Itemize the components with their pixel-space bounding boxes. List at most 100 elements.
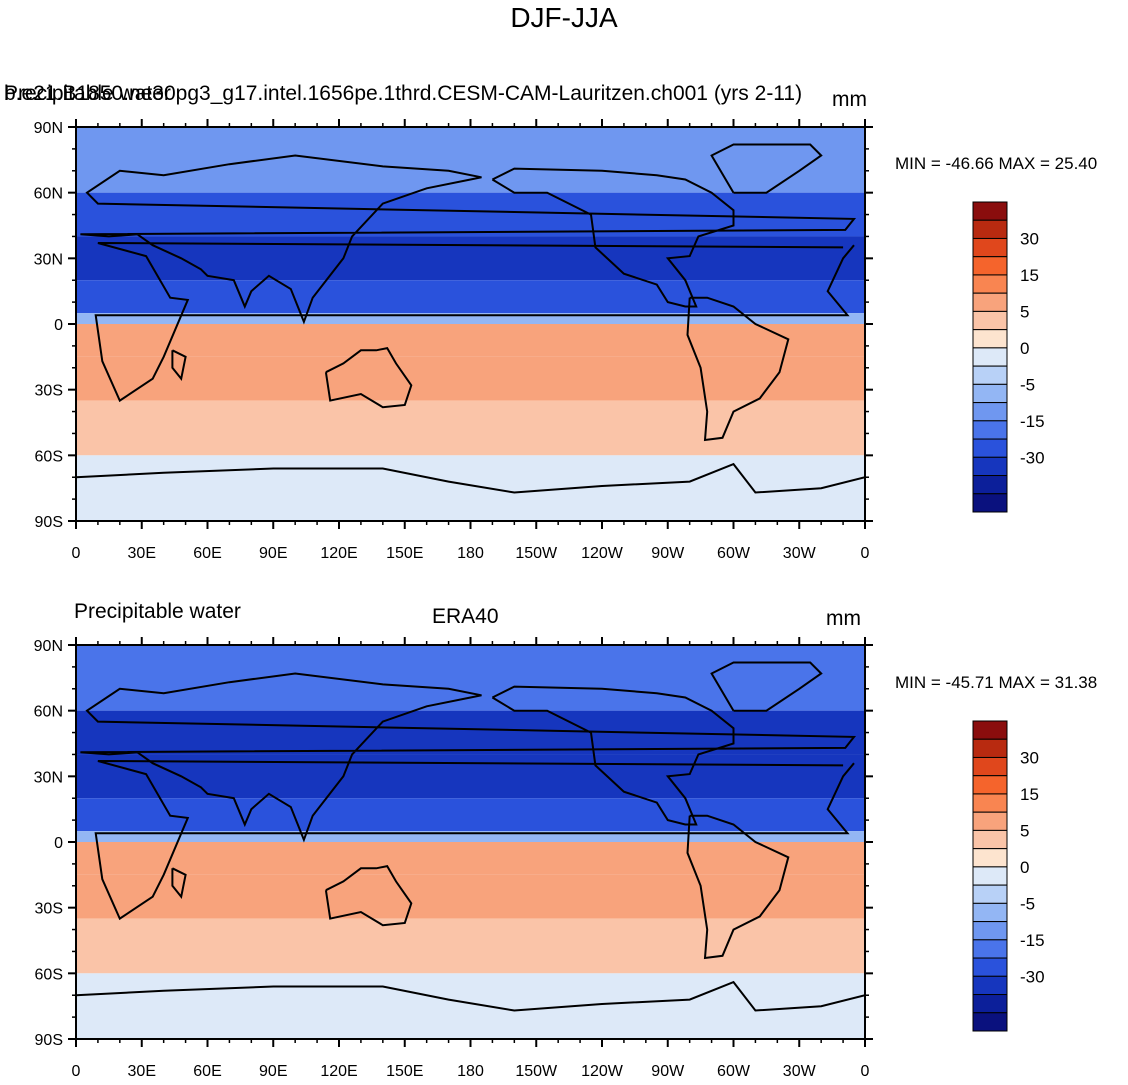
panel1-colorbar-box (972, 383, 1008, 404)
panel1-colorbar-box (972, 310, 1008, 331)
panel2-units: mm (826, 607, 861, 630)
panel2-coastline-7 (76, 980, 865, 1012)
panel2-x-tick-label: 60W (717, 1063, 751, 1080)
panel2-x-tick-label: 90W (651, 1063, 685, 1080)
panel2-colorbar-box (972, 848, 1008, 868)
panel1-coastline-4 (324, 346, 413, 409)
panel2-x-tick-label: 150W (515, 1063, 558, 1080)
panel2-colorbar-box (972, 738, 1008, 758)
panel1-min-max: MIN = -46.66 MAX = 25.40 (895, 154, 1098, 173)
panel2-colorbar-box (972, 884, 1008, 904)
panel1-band-7 (76, 400, 865, 456)
figure-title: DJF-JJA (510, 2, 618, 33)
panel2-band-5 (76, 842, 865, 875)
panel1-y-tick-label: 30S (35, 383, 63, 400)
panel1-colorbar-box (972, 493, 1008, 513)
panel1-x-tick-label: 0 (861, 545, 870, 562)
panel2-colorbar-box (972, 902, 1008, 923)
panel2-colorbar-label: 5 (1020, 821, 1029, 840)
panel1-center-title: b.e21.B1850.ne30pg3_g17.intel.1656pe.1th… (4, 82, 803, 105)
panel2-band-3 (76, 798, 865, 832)
panel1-map: 0 30E 60E 90E 120E 150E 180 150W 120W 90W 60W 30W 09… (34, 119, 873, 562)
panel2-band-4 (76, 831, 865, 842)
panel1-coastline-7 (76, 462, 865, 494)
panel2-band-0 (76, 645, 865, 711)
panel1-y-tick-label: 30N (34, 251, 63, 268)
panel1-coastline-3 (686, 296, 790, 442)
panel1-band-4 (76, 313, 865, 324)
panel2-colorbar-label: -30 (1020, 967, 1045, 986)
panel1-x-tick-label: 90E (259, 545, 287, 562)
panel1-colorbar-box (972, 438, 1008, 458)
panel1-y-tick-label: 60S (35, 448, 63, 465)
panel1-band-3 (76, 280, 865, 314)
panel2-x-tick-label: 120E (320, 1063, 357, 1080)
panel1-band-0 (76, 127, 865, 193)
panel2-colorbar-box (972, 756, 1008, 777)
panel1-y-tick-label: 90S (35, 514, 63, 531)
panel1-coastline-0 (94, 242, 855, 403)
panel2-x-tick-label: 30E (128, 1063, 156, 1080)
panel2-x-tick-label: 60E (193, 1063, 221, 1080)
panel1-y-tick-label: 90N (34, 120, 63, 137)
panel1-colorbar-box (972, 475, 1008, 495)
panel1-x-tick-label: 150W (515, 545, 558, 562)
panel2-colorbar-box (972, 939, 1008, 959)
panel1-colorbar-box (972, 347, 1008, 367)
panel2-colorbar-box (972, 975, 1008, 996)
panel1-x-tick-label: 90W (651, 545, 685, 562)
panel2-coastline-4 (324, 864, 413, 927)
panel1-colorbar-box (972, 274, 1008, 294)
panel2-x-tick-label: 90E (259, 1063, 287, 1080)
panel1-colorbar: 30 15 5 0 -5 -15 -30 (972, 201, 1045, 513)
panel2-y-tick-label: 30S (35, 901, 63, 918)
panel2-y-tick-label: 60S (35, 966, 63, 983)
panel2-band-7 (76, 918, 865, 974)
panel1-band-8 (76, 455, 865, 521)
panel2-x-tick-label: 30W (783, 1063, 817, 1080)
panel1-x-tick-label: 180 (457, 545, 484, 562)
panel1-colorbar-label: 0 (1020, 339, 1029, 358)
panel2-colorbar-label: 30 (1020, 748, 1039, 767)
panel2-y-tick-label: 30N (34, 769, 63, 786)
panel2-map: 0 30E 60E 90E 120E 150E 180 150W 120W 90W 60W 30W 09… (34, 637, 873, 1080)
panel1-y-tick-label: 60N (34, 186, 63, 203)
panel1-coastline-1 (80, 154, 857, 325)
panel2-colorbar-box (972, 866, 1008, 886)
panel2-coastline-5 (710, 661, 823, 712)
panel2-min-max: MIN = -45.71 MAX = 31.38 (895, 673, 1098, 692)
panel2-colorbar-box (972, 1012, 1008, 1032)
panel1-x-tick-label: 120E (320, 545, 357, 562)
panel2-colorbar-label: 0 (1020, 858, 1029, 877)
panel2-y-tick-label: 60N (34, 704, 63, 721)
panel1-field (76, 127, 865, 521)
panel1-colorbar-label: 15 (1020, 266, 1039, 285)
panel2-field (76, 645, 865, 1039)
panel2-coastline-3 (686, 814, 790, 960)
panel1-colorbar-box (972, 256, 1008, 276)
panel1-colorbar-label: 5 (1020, 302, 1029, 321)
panel2-coastline-6 (171, 867, 187, 899)
panel1-x-tick-label: 30W (783, 545, 817, 562)
panel2-colorbar-label: -15 (1020, 931, 1045, 950)
panel1-colorbar-label: -15 (1020, 412, 1045, 431)
panel1-coastline-6 (171, 349, 187, 381)
panel2-y-tick-label: 90N (34, 638, 63, 655)
panel2-y-tick-label: 0 (54, 835, 63, 852)
panel1-colorbar-box (972, 402, 1008, 422)
panel2-colorbar-box (972, 829, 1008, 850)
panel2-band-8 (76, 973, 865, 1039)
panel2-band-6 (76, 874, 865, 919)
panel1-coastline-5 (710, 143, 823, 194)
panel1-band-5 (76, 324, 865, 357)
panel2-colorbar-label: 15 (1020, 785, 1039, 804)
panel2-x-tick-label: 150E (386, 1063, 423, 1080)
panel1-y-tick-label: 0 (54, 317, 63, 334)
panel1-colorbar-box (972, 219, 1008, 239)
panel2-coastline-2 (491, 685, 735, 826)
panel2-y-tick-label: 90S (35, 1032, 63, 1049)
panel2-colorbar-box (972, 921, 1008, 941)
panel1-colorbar-box (972, 237, 1008, 258)
panel2-colorbar-box (972, 793, 1008, 813)
panel2-colorbar-box (972, 775, 1008, 795)
